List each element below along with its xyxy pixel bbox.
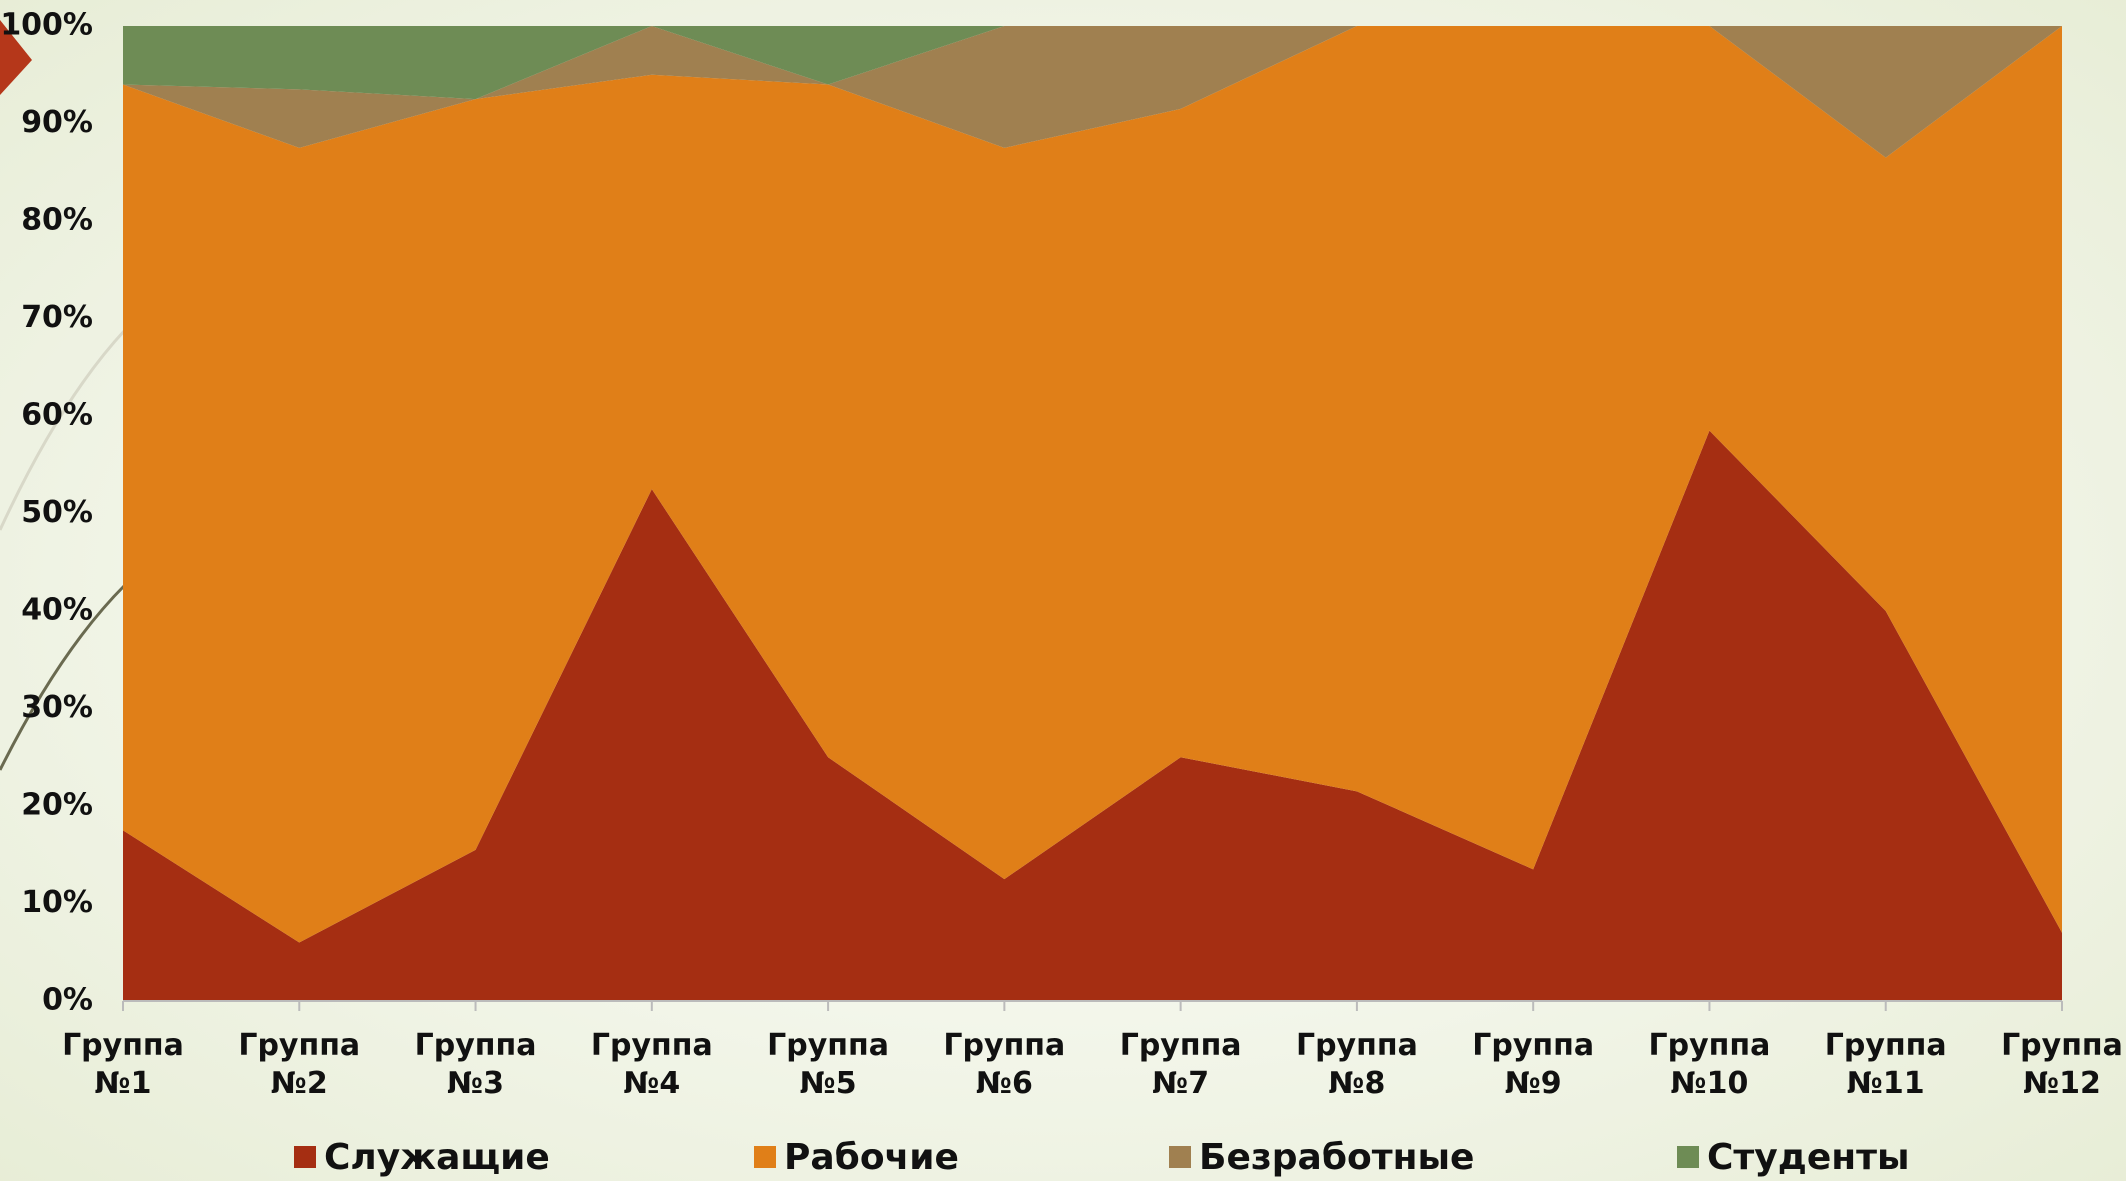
y-tick-label: 80% <box>21 203 93 238</box>
x-tick-label-line: Группа <box>62 1028 184 1063</box>
legend-label: Рабочие <box>784 1137 959 1178</box>
y-tick-label: 50% <box>21 495 93 530</box>
x-tick-label-line: Группа <box>767 1028 889 1063</box>
x-tick-label-line: №6 <box>976 1066 1033 1101</box>
y-tick-label: 10% <box>21 885 93 920</box>
x-tick-label-line: Группа <box>1649 1028 1771 1063</box>
x-tick-label-line: №7 <box>1152 1066 1209 1101</box>
y-tick-label: 40% <box>21 593 93 628</box>
y-tick-label: 60% <box>21 398 93 433</box>
area <box>123 26 2062 158</box>
y-tick-label: 100% <box>0 8 93 43</box>
x-tick-label: Группа №6 <box>943 1028 1065 1101</box>
y-tick-label: 0% <box>42 983 93 1018</box>
x-tick-label-line: №12 <box>2023 1066 2101 1101</box>
area <box>123 430 2062 1001</box>
x-tick-label-line: Группа <box>591 1028 713 1063</box>
x-tick-label-line: Группа <box>1296 1028 1418 1063</box>
x-tick-label: Группа №2 <box>238 1028 360 1101</box>
legend-label: Безработные <box>1199 1137 1474 1178</box>
x-tick-label: Группа №11 <box>1825 1028 1947 1101</box>
legend-swatch <box>754 1146 776 1168</box>
decor-curve <box>0 328 127 531</box>
x-tick-label-line: №1 <box>95 1066 152 1101</box>
x-tick-label-line: №11 <box>1847 1066 1925 1101</box>
x-tick-label-line: Группа <box>1472 1028 1594 1063</box>
x-tick-label: Группа №12 <box>2001 1028 2123 1101</box>
x-tick-label-line: №9 <box>1505 1066 1562 1101</box>
x-tick-label-line: №4 <box>623 1066 680 1101</box>
x-tick-label: Группа №10 <box>1649 1028 1771 1101</box>
x-tick-label: Группа №8 <box>1296 1028 1418 1101</box>
x-tick-label-line: №2 <box>271 1066 328 1101</box>
legend-swatch <box>1677 1146 1699 1168</box>
y-tick-label: 20% <box>21 788 93 823</box>
x-tick-label: Группа №1 <box>62 1028 184 1101</box>
y-tick-label: 70% <box>21 300 93 335</box>
legend-label: Студенты <box>1707 1137 1910 1178</box>
x-tick-label-line: №3 <box>447 1066 504 1101</box>
x-tick-label-line: Группа <box>1120 1028 1242 1063</box>
decor-triangle <box>0 20 32 95</box>
y-tick-label: 30% <box>21 690 93 725</box>
decor-curve <box>0 583 127 771</box>
x-tick-label-line: Группа <box>2001 1028 2123 1063</box>
x-tick-label-line: Группа <box>943 1028 1065 1063</box>
x-tick-label-line: №10 <box>1671 1066 1749 1101</box>
legend-swatch <box>294 1146 316 1168</box>
x-tick-label-line: №8 <box>1328 1066 1385 1101</box>
x-tick-label: Группа №5 <box>767 1028 889 1101</box>
x-tick-label: Группа №7 <box>1120 1028 1242 1101</box>
area <box>123 26 2062 943</box>
x-tick-label: Группа №3 <box>415 1028 537 1101</box>
y-tick-label: 90% <box>21 105 93 140</box>
x-tick-label-line: Группа <box>415 1028 537 1063</box>
x-tick-label: Группа №4 <box>591 1028 713 1101</box>
legend-label: Служащие <box>324 1137 550 1178</box>
x-tick-label: Группа №9 <box>1472 1028 1594 1101</box>
x-tick-label-line: Группа <box>1825 1028 1947 1063</box>
area <box>123 26 2062 100</box>
x-tick-label-line: Группа <box>238 1028 360 1063</box>
legend-swatch <box>1169 1146 1191 1168</box>
x-tick-label-line: №5 <box>800 1066 857 1101</box>
